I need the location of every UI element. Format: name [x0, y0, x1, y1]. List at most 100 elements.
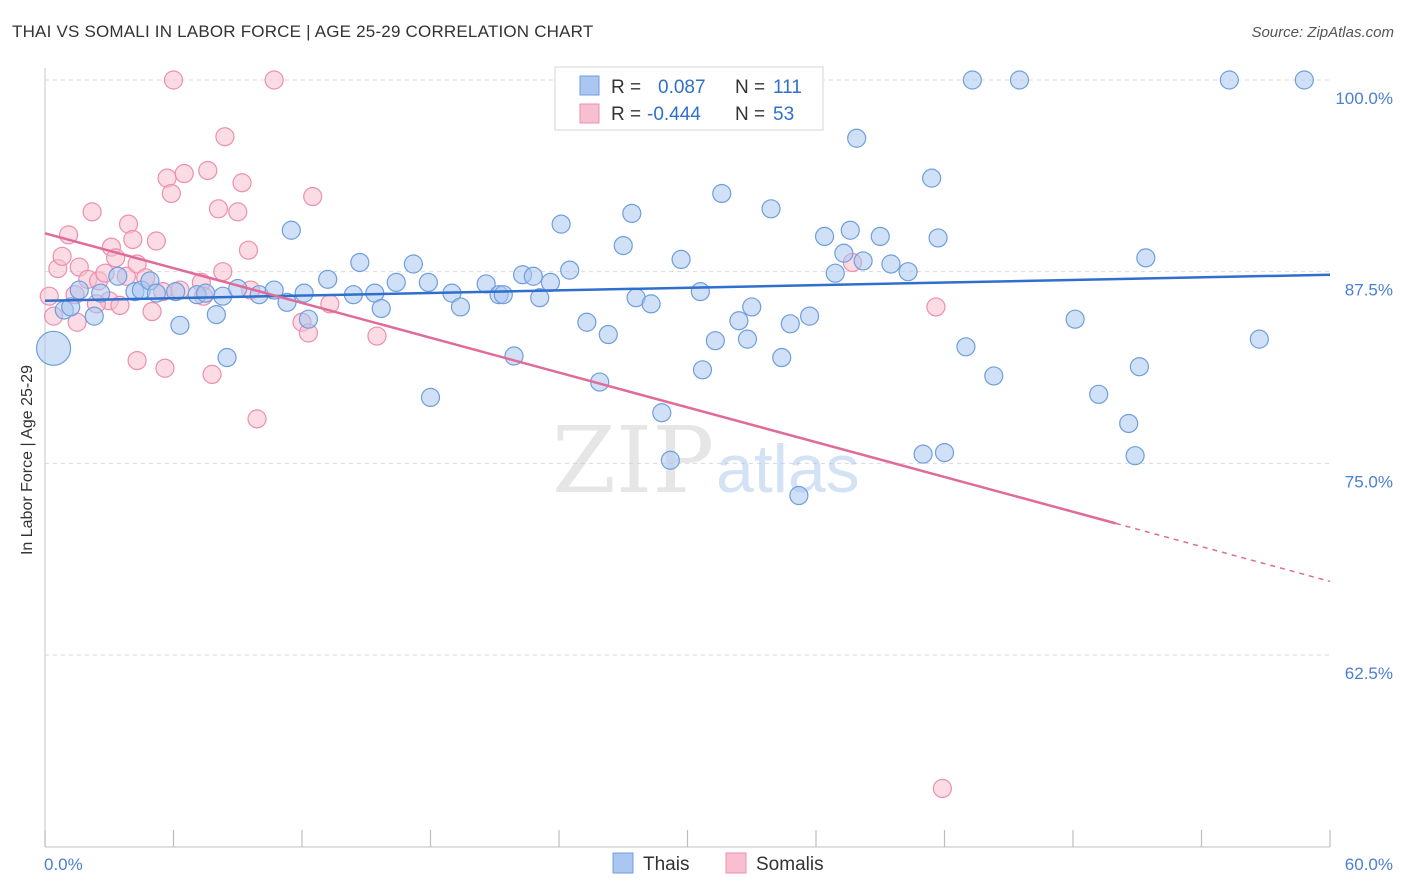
thai-point: [690, 282, 710, 302]
somali-point: [39, 286, 59, 306]
thai-point: [622, 203, 642, 223]
thai-point: [1125, 446, 1145, 466]
legend-thai-swatch: [579, 75, 600, 96]
thai-point: [641, 294, 661, 314]
thai-trend-line: [44, 273, 1331, 303]
thai-point: [450, 297, 471, 317]
bottom-legend: Thais Somalis: [612, 852, 824, 875]
thai-point: [281, 220, 301, 240]
thai-point: [737, 329, 758, 349]
thai-point: [870, 226, 890, 246]
thai-point: [825, 263, 845, 283]
thai-point: [196, 283, 216, 303]
thai-point: [814, 226, 835, 246]
thai-point: [1129, 357, 1149, 377]
bottom-legend-thai-label: Thais: [643, 854, 689, 875]
legend-somali-n-value: 53: [773, 104, 794, 125]
thai-point: [1219, 70, 1239, 90]
watermark-zip: ZIP: [552, 407, 714, 514]
thai-point: [61, 297, 81, 317]
thai-point: [799, 306, 820, 326]
x-axis: [44, 68, 1331, 848]
thai-point: [660, 450, 680, 470]
trend-lines: [44, 232, 1331, 583]
thai-point: [530, 288, 550, 308]
thai-point: [780, 314, 800, 334]
legend-somali-r-value: -0.444: [647, 104, 701, 125]
somali-point: [303, 186, 323, 207]
thai-point: [881, 254, 901, 274]
thai-point: [1009, 70, 1030, 90]
somali-point: [174, 163, 194, 184]
thai-point: [1249, 329, 1269, 349]
thai-point: [386, 272, 406, 292]
thai-point: [1136, 248, 1156, 268]
thai-point: [69, 280, 89, 300]
thai-point: [35, 330, 72, 366]
legend-thai-n-value: 111: [773, 77, 802, 98]
thai-point: [206, 305, 226, 325]
thai-point: [493, 285, 513, 305]
thai-point: [1065, 309, 1085, 329]
thai-point: [898, 262, 918, 282]
chart-title: THAI VS SOMALI IN LABOR FORCE | AGE 25-2…: [12, 22, 594, 41]
thai-point: [350, 252, 370, 273]
somali-point: [127, 351, 147, 371]
legend-somali-swatch: [579, 103, 600, 124]
thai-point: [217, 347, 237, 368]
thai-point: [166, 282, 186, 302]
thai-point: [847, 128, 867, 148]
thai-point: [712, 183, 732, 204]
somali-point: [208, 199, 229, 219]
thai-point: [789, 485, 809, 506]
y-tick-label: 62.5%: [1345, 664, 1393, 683]
thai-point: [560, 260, 580, 280]
thai-point: [840, 220, 860, 240]
thai-point: [705, 331, 725, 351]
thai-point: [761, 199, 781, 219]
somali-point: [232, 173, 252, 193]
somali-trend-line: [44, 232, 1117, 525]
thai-point: [108, 266, 128, 286]
somali-point: [52, 246, 72, 266]
x-tick-label-min: 0.0%: [44, 855, 83, 874]
legend-somali-n-label: N =: [735, 104, 765, 125]
thai-point: [371, 298, 391, 319]
somali-point: [198, 160, 218, 181]
y-tick-label: 87.5%: [1345, 281, 1393, 300]
thai-point: [772, 347, 792, 368]
somali-point: [110, 295, 130, 315]
somali-point: [146, 231, 166, 251]
somali-trend-line-extrapolated: [1115, 522, 1331, 583]
x-tick-label-max: 60.0%: [1345, 855, 1393, 874]
thai-point: [984, 366, 1004, 386]
thai-point: [853, 251, 873, 271]
watermark-atlas: atlas: [716, 431, 860, 507]
legend-frame: [554, 66, 824, 131]
somali-point: [247, 409, 267, 429]
somali-point: [163, 70, 184, 90]
thai-point: [729, 311, 749, 331]
thai-point: [692, 360, 713, 380]
thai-point: [1119, 413, 1139, 434]
legend-thai-r-label: R =: [611, 77, 641, 98]
thai-point: [742, 297, 762, 317]
somali-point: [155, 358, 175, 378]
y-tick-labels: 62.5% 75.0% 87.5% 100.0%: [1335, 89, 1393, 683]
legend-thai-n-label: N =: [735, 77, 765, 98]
somali-point: [367, 326, 387, 346]
legend-thai-r-value: 0.087: [658, 77, 706, 98]
y-tick-label: 100.0%: [1335, 89, 1393, 108]
thai-point: [540, 272, 561, 292]
somali-point: [202, 364, 222, 384]
thai-point: [1089, 384, 1109, 404]
somali-point: [238, 240, 259, 260]
thai-series: [35, 70, 1314, 506]
thai-point: [671, 249, 691, 269]
bottom-legend-somali-label: Somalis: [756, 854, 824, 875]
thai-point: [1294, 70, 1314, 90]
thai-point: [298, 309, 319, 329]
thai-point: [420, 387, 441, 407]
legend-somali-r-label: R =: [611, 104, 641, 125]
